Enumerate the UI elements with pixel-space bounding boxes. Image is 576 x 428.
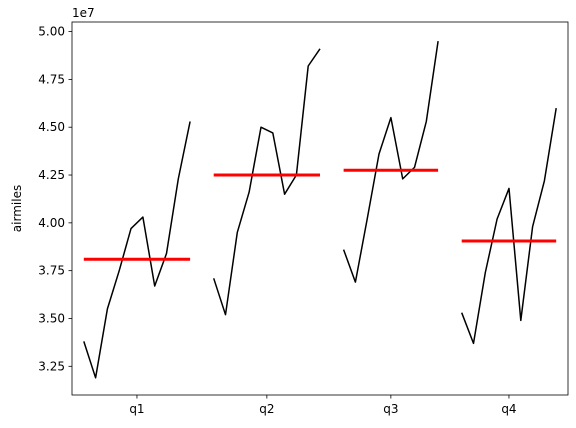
x-axis: q1 q2 q3 q4 (129, 395, 517, 416)
y-tick-label-7: 5.00 (38, 25, 65, 39)
x-tick-label-q2: q2 (259, 402, 274, 416)
y-tick-label-5: 4.50 (38, 120, 65, 134)
y-tick-label-1: 3.50 (38, 311, 65, 325)
series-line-q2 (212, 48, 321, 316)
y-tick-label-0: 3.25 (38, 359, 65, 373)
y-tick-label-6: 4.75 (38, 72, 65, 86)
y-tick-label-4: 4.25 (38, 168, 65, 182)
y-tick-label-2: 3.75 (38, 264, 65, 278)
plot-lines (83, 40, 557, 379)
x-tick-label-q3: q3 (383, 402, 398, 416)
y-axis-offset-label: 1e7 (72, 6, 95, 20)
x-tick-label-q4: q4 (501, 402, 516, 416)
y-axis-label: airmiles (10, 185, 24, 232)
series-line-q4 (460, 107, 557, 345)
series-line-q1 (83, 121, 191, 379)
y-axis: 3.25 3.50 3.75 4.00 4.25 4.50 4.75 5.00 (38, 25, 72, 373)
series-line-q3 (342, 40, 439, 283)
x-tick-label-q1: q1 (129, 402, 144, 416)
plot-frame (71, 21, 569, 396)
y-tick-label-3: 4.00 (38, 216, 65, 230)
